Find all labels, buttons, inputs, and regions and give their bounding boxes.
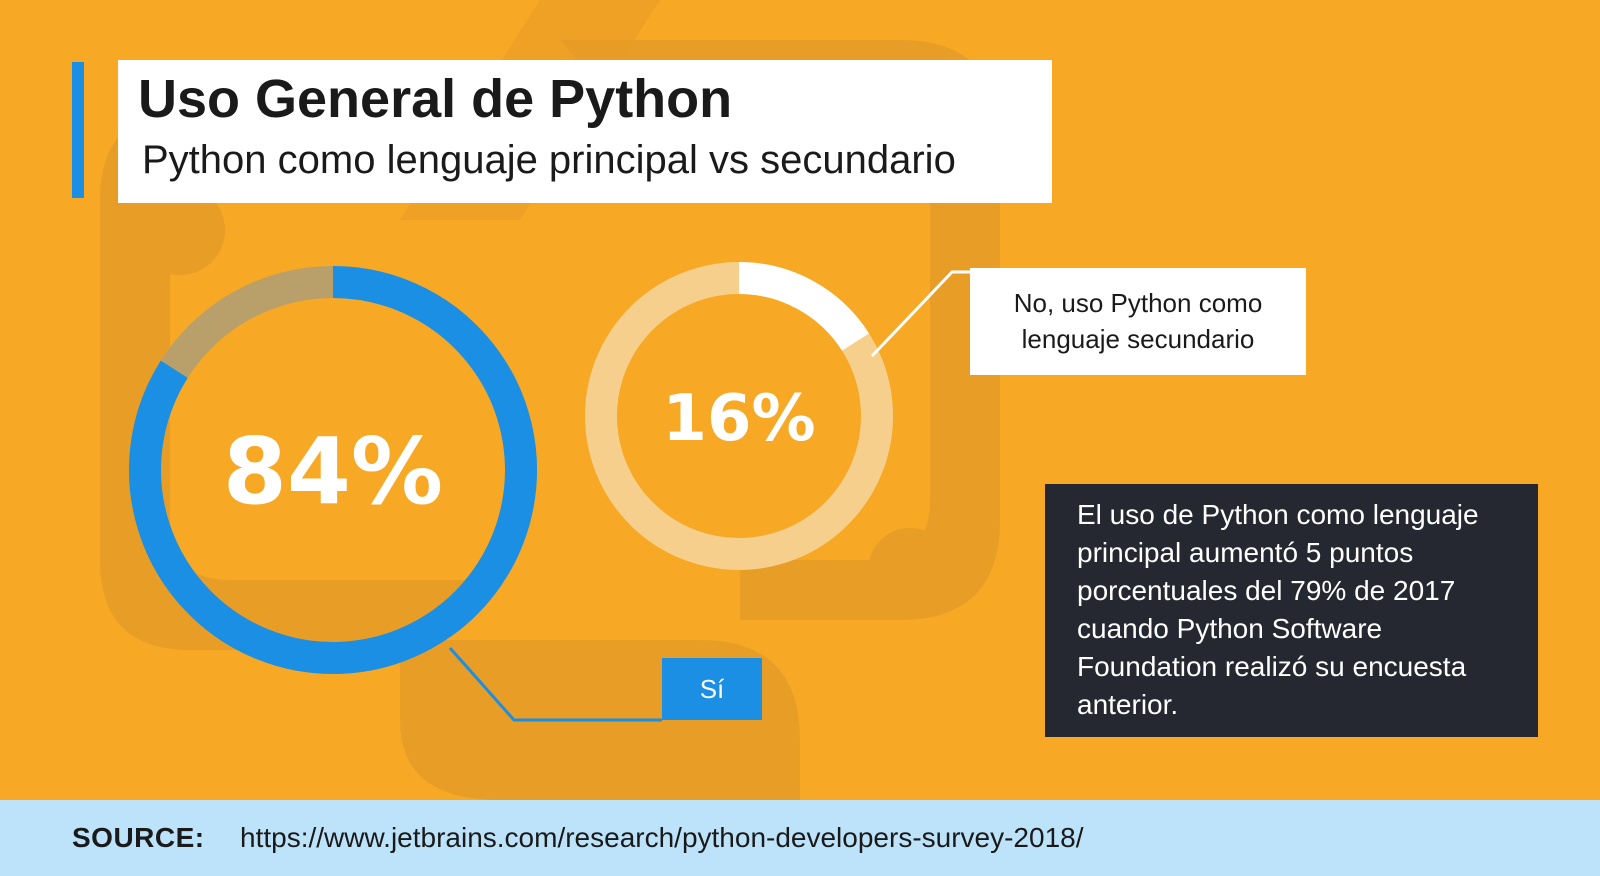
chart-title: Uso General de Python xyxy=(138,69,733,129)
donut-no-arc xyxy=(738,262,870,351)
title-box: Uso General de Python Python como lengua… xyxy=(118,60,1052,203)
donut-charts: 84% 16% xyxy=(129,262,970,722)
donut-no-value-label: 16% xyxy=(662,382,815,456)
no-leader-line xyxy=(870,270,970,358)
chart-subtitle: Python como lenguaje principal vs secund… xyxy=(142,138,956,182)
source-label: SOURCE: xyxy=(72,822,205,853)
donut-si-value-label: 84% xyxy=(223,418,443,525)
si-leader-line xyxy=(448,647,662,722)
source-url-link[interactable]: https://www.jetbrains.com/research/pytho… xyxy=(240,822,1084,853)
source-bar: SOURCE: https://www.jetbrains.com/resear… xyxy=(0,800,1600,876)
donut-si-arc xyxy=(129,266,537,674)
callout-no-label: No, uso Python como lenguaje secundario xyxy=(970,268,1306,375)
callout-si-label: Sí xyxy=(662,658,762,720)
note-box: El uso de Python como lenguaje principal… xyxy=(1045,484,1538,737)
title-accent-bar xyxy=(72,62,84,198)
